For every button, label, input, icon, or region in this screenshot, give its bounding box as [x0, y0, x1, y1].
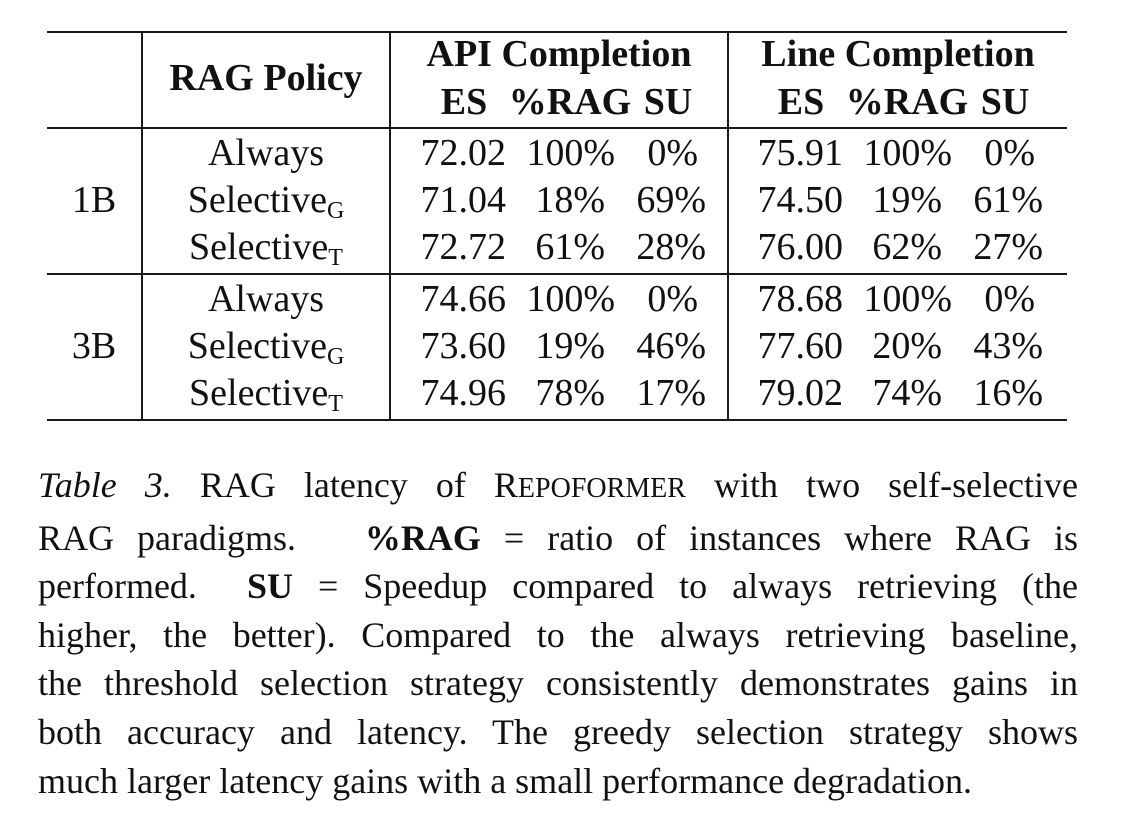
policy-selective-g-1b: SelectiveG — [187, 179, 345, 224]
cell-1b-always-line-su: 0% — [984, 132, 1035, 174]
policy-always-3b: Always — [207, 278, 325, 320]
caption-line-7: much larger latency gains with a small p… — [38, 760, 972, 801]
cell-1b-selg-api-es: 71.04 — [420, 179, 507, 221]
cell-1b-selg-line-su: 61% — [973, 179, 1043, 221]
policy-selective-g-3b: SelectiveG — [187, 325, 345, 370]
cell-1b-selt-api-rag: 61% — [535, 226, 605, 268]
table-header-rule — [47, 127, 1067, 129]
table-vline-3 — [727, 31, 729, 421]
table-caption: Table 3. RAG latency of REPOFORMER with … — [38, 461, 1078, 805]
table-block-rule — [47, 273, 1067, 275]
caption-label: Table 3. — [38, 465, 172, 505]
caption-su-term: SU — [246, 566, 293, 607]
cell-3b-selt-api-su: 17% — [636, 372, 706, 414]
cell-1b-always-api-rag: 100% — [526, 132, 615, 174]
cell-3b-always-api-es: 74.66 — [420, 278, 507, 320]
cell-3b-selg-api-rag: 19% — [535, 325, 605, 367]
cell-3b-always-line-rag: 100% — [863, 278, 952, 320]
cell-3b-always-line-su: 0% — [984, 278, 1035, 320]
cell-1b-always-line-rag: 100% — [863, 132, 952, 174]
table-bottom-rule — [47, 419, 1067, 421]
cell-1b-selt-line-es: 76.00 — [757, 226, 844, 268]
cell-1b-selg-api-su: 69% — [636, 179, 706, 221]
cell-3b-selg-api-es: 73.60 — [420, 325, 507, 367]
caption-line-4: higher, the better). Compared to the alw… — [38, 614, 1078, 655]
caption-line-5: the threshold selection strategy consist… — [38, 663, 1078, 704]
caption-line-3: performed. SU = Speedup compared to alwa… — [38, 566, 1079, 607]
cell-3b-selg-api-su: 46% — [636, 325, 706, 367]
subheader-line-su: SU — [980, 81, 1030, 123]
subheader-line-rag: %RAG — [845, 81, 969, 123]
cell-1b-selt-api-su: 28% — [636, 226, 706, 268]
cell-3b-selt-line-rag: 74% — [872, 372, 942, 414]
cell-1b-always-line-es: 75.91 — [757, 132, 844, 174]
cell-3b-selt-api-rag: 78% — [535, 372, 605, 414]
model-label-1b: 1B — [71, 179, 117, 221]
cell-3b-selg-line-rag: 20% — [872, 325, 942, 367]
cell-1b-always-api-es: 72.02 — [420, 132, 507, 174]
cell-1b-always-api-su: 0% — [647, 132, 698, 174]
cell-3b-selt-line-su: 16% — [973, 372, 1043, 414]
table-vline-2 — [389, 31, 391, 421]
cell-3b-selt-line-es: 79.02 — [757, 372, 844, 414]
subheader-api-rag: %RAG — [508, 81, 632, 123]
cell-1b-selg-line-es: 74.50 — [757, 179, 844, 221]
cell-1b-selg-api-rag: 18% — [535, 179, 605, 221]
subheader-line-es: ES — [777, 81, 825, 123]
table-top-rule — [47, 31, 1067, 33]
table-vline-1 — [141, 31, 143, 421]
policy-selective-t-3b: SelectiveT — [189, 372, 343, 417]
caption-line-6: both accuracy and latency. The greedy se… — [38, 711, 1078, 752]
header-rag-policy: RAG Policy — [169, 57, 363, 99]
cell-1b-selt-api-es: 72.72 — [420, 226, 507, 268]
cell-1b-selg-line-rag: 19% — [872, 179, 942, 221]
caption-line-1: Table 3. RAG latency of REPOFORMER with … — [38, 465, 1079, 505]
repoformer-name: REPOFORMER — [493, 465, 686, 505]
policy-always-1b: Always — [207, 132, 325, 174]
cell-3b-always-api-su: 0% — [647, 278, 698, 320]
subheader-api-es: ES — [440, 81, 488, 123]
subheader-api-su: SU — [643, 81, 693, 123]
cell-3b-always-api-rag: 100% — [526, 278, 615, 320]
policy-selective-t-1b: SelectiveT — [189, 226, 343, 271]
cell-3b-selg-line-es: 77.60 — [757, 325, 844, 367]
header-line-completion: Line Completion — [761, 33, 1035, 75]
caption-rag-term: %RAG — [364, 517, 481, 558]
caption-line-2: RAG paradigms. %RAG = ratio of instances… — [38, 517, 1079, 558]
cell-3b-selt-api-es: 74.96 — [420, 372, 507, 414]
cell-3b-always-line-es: 78.68 — [757, 278, 844, 320]
cell-1b-selt-line-rag: 62% — [872, 226, 942, 268]
cell-3b-selg-line-su: 43% — [973, 325, 1043, 367]
cell-1b-selt-line-su: 27% — [973, 226, 1043, 268]
header-api-completion: API Completion — [426, 33, 692, 75]
model-label-3b: 3B — [71, 325, 117, 367]
